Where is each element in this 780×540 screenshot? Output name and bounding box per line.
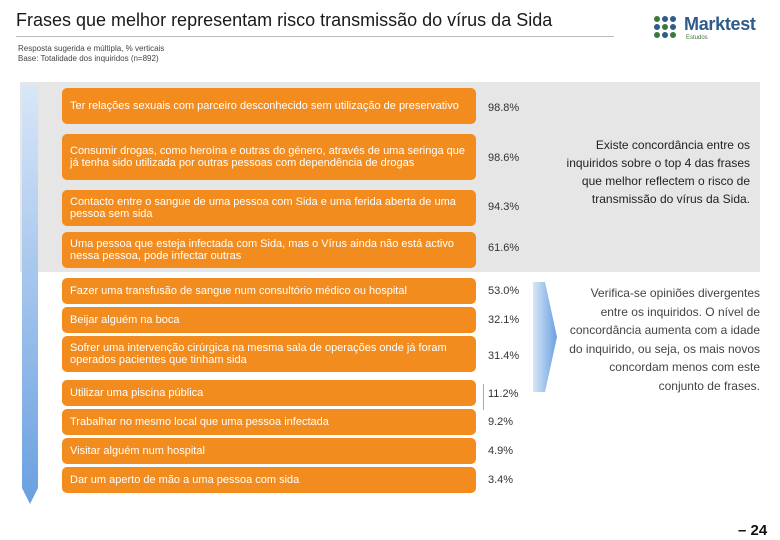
logo-dots-icon — [654, 16, 676, 38]
page-number: – 24 — [738, 522, 768, 539]
bar-value-label: 98.8% — [488, 102, 520, 114]
bar-value-label: 3.4% — [488, 474, 514, 486]
chart-bar: Sofrer uma intervenção cirúrgica na mesm… — [62, 336, 476, 372]
logo-text: Marktest — [684, 14, 756, 34]
title-divider — [16, 36, 614, 37]
chart-bar: Visitar alguém num hospital — [62, 438, 476, 464]
bar-value-label: 53.0% — [488, 285, 520, 297]
marktest-logo: Marktest Estudos — [652, 14, 762, 44]
chevron-right-icon — [533, 282, 557, 392]
page-title: Frases que melhor representam risco tran… — [16, 10, 553, 30]
bar-category-label: Dar um aperto de mão a uma pessoa com si… — [70, 474, 300, 486]
chart-bar: Fazer uma transfusão de sangue num consu… — [62, 278, 476, 304]
bar-category-label: Uma pessoa que esteja infectada com Sida… — [70, 238, 454, 262]
bar-value-label: 98.6% — [488, 152, 520, 164]
chart-bar: Consumir drogas, como heroína e outras d… — [62, 134, 476, 180]
bar-category-label: Fazer uma transfusão de sangue num consu… — [70, 285, 407, 297]
chart-bar: Dar um aperto de mão a uma pessoa com si… — [62, 467, 476, 493]
bar-value-label: 9.2% — [488, 416, 514, 428]
chart-bar: Beijar alguém na boca — [62, 307, 476, 333]
bar-category-label: Contacto entre o sangue de uma pessoa co… — [70, 196, 456, 220]
chart-bar: Contacto entre o sangue de uma pessoa co… — [62, 190, 476, 226]
chart-bar: Utilizar uma piscina pública — [62, 380, 476, 406]
bar-category-label: Beijar alguém na boca — [70, 314, 180, 326]
chart-bar: Uma pessoa que esteja infectada com Sida… — [62, 232, 476, 268]
bar-category-label: Consumir drogas, como heroína e outras d… — [70, 145, 466, 169]
bar-category-label: Ter relações sexuais com parceiro descon… — [70, 100, 459, 112]
logo-subtext: Estudos — [686, 35, 708, 41]
chart-bar: Trabalhar no mesmo local que uma pessoa … — [62, 409, 476, 435]
chart-bar: Ter relações sexuais com parceiro descon… — [62, 88, 476, 124]
note-top4: Existe concordância entre os inquiridos … — [566, 138, 750, 206]
bar-category-label: Utilizar uma piscina pública — [70, 387, 204, 399]
subtitle-base: Base: Totalidade dos inquiridos (n=892) — [18, 54, 159, 63]
bar-category-label: Sofrer uma intervenção cirúrgica na mesm… — [70, 342, 447, 366]
arrow-down-icon — [22, 86, 38, 504]
bar-value-label: 4.9% — [488, 445, 514, 457]
bar-category-label: Visitar alguém num hospital — [70, 445, 205, 457]
note-divergent: Verifica-se opiniões divergentes entre o… — [569, 286, 760, 393]
bar-value-label: 94.3% — [488, 201, 520, 213]
bar-value-label: 31.4% — [488, 350, 520, 362]
value-separator-line — [483, 384, 484, 410]
bar-value-label: 61.6% — [488, 242, 520, 254]
subtitle-response-type: Resposta sugerida e múltipla, % verticai… — [18, 44, 165, 53]
bar-value-label: 32.1% — [488, 314, 520, 326]
bar-category-label: Trabalhar no mesmo local que uma pessoa … — [70, 416, 329, 428]
bar-value-label: 11.2% — [488, 388, 519, 400]
subtitle: Resposta sugerida e múltipla, % verticai… — [18, 44, 164, 64]
